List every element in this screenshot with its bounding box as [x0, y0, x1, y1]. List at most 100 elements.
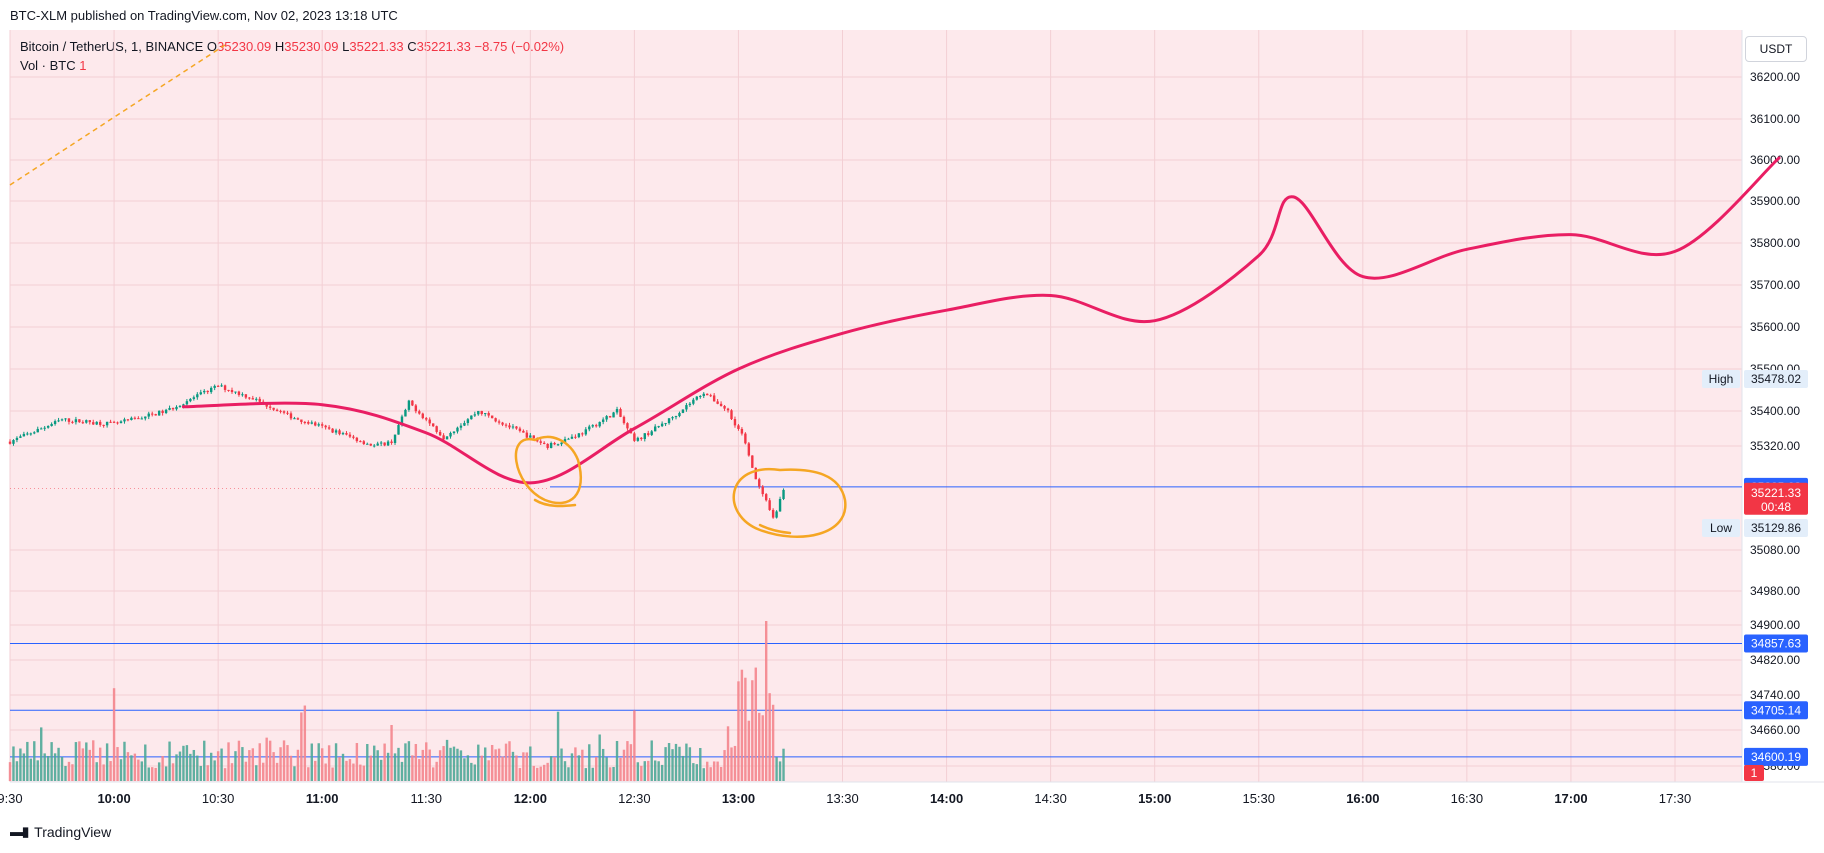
- close-value: 35221.33: [416, 39, 471, 54]
- x-tick-label: 17:30: [1659, 791, 1692, 806]
- candle-body: [702, 393, 705, 397]
- symbol-name: Bitcoin / TetherUS, 1, BINANCE: [20, 39, 204, 54]
- volume-bar: [404, 743, 407, 781]
- candle-body: [26, 433, 29, 435]
- candle-body: [466, 419, 470, 423]
- candle-body: [768, 500, 771, 510]
- candle-body: [314, 422, 317, 426]
- candle-body: [709, 395, 712, 397]
- chart-plot-area[interactable]: [10, 30, 1742, 782]
- line-price-label-bg: [1744, 634, 1808, 653]
- volume-bar: [275, 762, 279, 781]
- candle-body: [393, 434, 397, 444]
- candle-body: [105, 421, 109, 426]
- candle-body: [556, 444, 560, 446]
- volume-bar: [619, 757, 622, 781]
- volume-bar: [529, 746, 532, 781]
- y-tick-label: 36200.00: [1750, 70, 1800, 84]
- candle-body: [12, 440, 15, 444]
- candle-body: [29, 433, 33, 435]
- volume-bar: [751, 680, 754, 781]
- volume-bar: [470, 762, 473, 781]
- candle-body: [771, 509, 775, 518]
- candle-body: [275, 409, 279, 411]
- volume-bar: [629, 744, 633, 781]
- volume-bar: [626, 741, 629, 781]
- candle-body: [591, 425, 594, 427]
- countdown-label: 00:48: [1761, 500, 1791, 514]
- volume-bar: [137, 759, 140, 781]
- x-tick-label: 12:30: [618, 791, 651, 806]
- volume-bar: [560, 748, 563, 781]
- volume-bar: [185, 745, 189, 781]
- published-header: BTC-XLM published on TradingView.com, No…: [10, 8, 398, 23]
- volume-bar: [251, 748, 255, 781]
- volume-bar: [64, 765, 67, 781]
- volume-bar: [553, 756, 556, 781]
- volume-bar: [320, 748, 324, 781]
- candle-body: [490, 415, 494, 419]
- volume-bar: [733, 745, 737, 781]
- volume-bar: [487, 760, 490, 781]
- candle-body: [81, 422, 85, 424]
- candle-body: [317, 424, 320, 426]
- volume-bar: [126, 752, 130, 781]
- volume-bar: [175, 754, 178, 781]
- volume-bar: [196, 755, 199, 781]
- volume-bar: [154, 767, 157, 781]
- candle-body: [497, 421, 501, 423]
- candle-body: [320, 424, 324, 426]
- volume-bar: [227, 742, 230, 781]
- candle-body: [230, 390, 234, 393]
- y-tick-label: 35400.00: [1750, 404, 1800, 418]
- volume-bar: [730, 747, 733, 781]
- candle-body: [255, 398, 258, 400]
- footer-brand[interactable]: ▬▮ TradingView: [10, 824, 111, 840]
- volume-bar: [671, 749, 674, 781]
- candle-body: [657, 426, 660, 428]
- volume-bar: [695, 764, 699, 781]
- candle-body: [477, 410, 480, 415]
- candle-body: [678, 412, 681, 417]
- x-tick-label: 10:00: [97, 791, 130, 806]
- volume-bar: [442, 746, 445, 781]
- volume-bar: [647, 760, 650, 781]
- volume-bar: [327, 745, 331, 781]
- candle-body: [647, 433, 650, 435]
- candle-body: [470, 415, 473, 420]
- volume-bar: [615, 740, 619, 781]
- x-tick-label: 10:30: [202, 791, 235, 806]
- volume-bar: [230, 763, 234, 781]
- volume-bar: [494, 749, 497, 781]
- candle-body: [664, 423, 667, 425]
- close-label: C: [407, 39, 417, 54]
- currency-selector[interactable]: USDT: [1745, 36, 1807, 62]
- volume-bar: [650, 740, 653, 781]
- volume-bar: [53, 753, 57, 781]
- candle-body: [216, 385, 220, 387]
- volume-bar: [515, 755, 518, 781]
- candle-body: [404, 409, 407, 417]
- volume-bar: [359, 764, 362, 781]
- volume-bar: [567, 767, 570, 781]
- open-value: 35230.09: [217, 39, 272, 54]
- volume-bar: [657, 761, 660, 781]
- volume-bar: [518, 768, 522, 781]
- volume-bar: [57, 747, 60, 781]
- candle-body: [348, 434, 352, 437]
- candle-body: [282, 411, 286, 413]
- volume-bar: [199, 765, 202, 781]
- volume-bar: [182, 745, 185, 781]
- volume-bar: [764, 621, 768, 781]
- x-tick-label: 15:30: [1242, 791, 1275, 806]
- candle-body: [428, 419, 431, 424]
- volume-bar: [418, 759, 421, 781]
- candle-body: [161, 410, 164, 413]
- candle-body: [515, 426, 518, 429]
- candle-body: [234, 391, 237, 393]
- candle-body: [473, 414, 477, 416]
- x-tick-label: 12:00: [514, 791, 547, 806]
- volume-bar: [431, 767, 435, 781]
- candle-body: [758, 479, 761, 487]
- volume-bar: [248, 750, 251, 781]
